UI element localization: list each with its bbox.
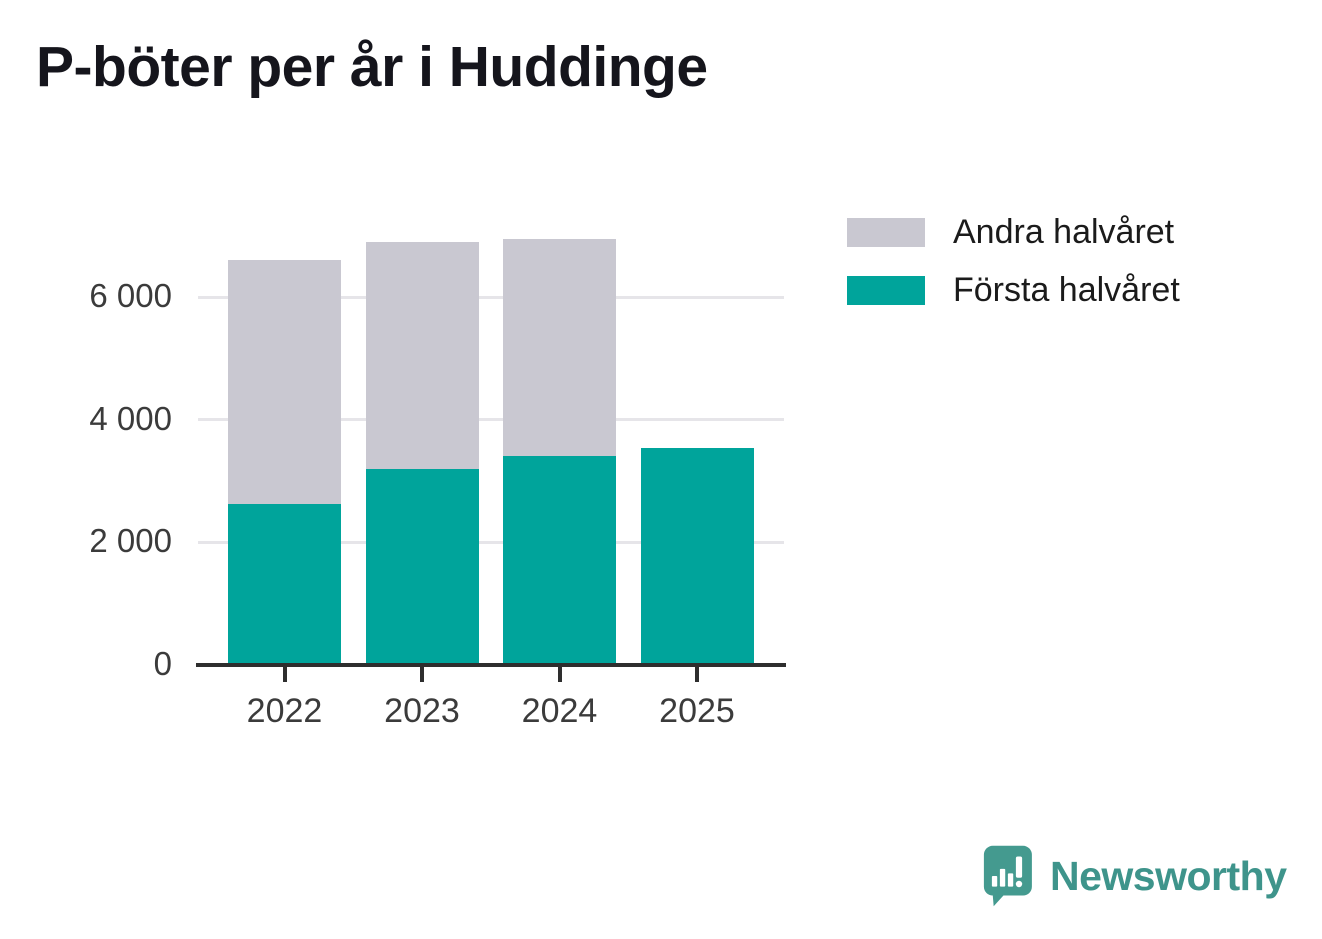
x-axis-line [196, 663, 786, 667]
bar-segment-2024 [503, 456, 616, 665]
bar-segment-2022 [228, 504, 341, 665]
x-axis-tick [557, 667, 562, 682]
y-tick-label: 0 [153, 645, 172, 683]
x-tick-label: 2022 [246, 692, 323, 730]
x-tick-label: 2025 [659, 692, 735, 730]
legend-label: Andra halvåret [953, 212, 1175, 251]
x-axis-tick [695, 667, 699, 682]
brand-name: Newsworthy [1050, 852, 1287, 899]
x-axis-tick [282, 667, 287, 682]
x-axis-tick [420, 667, 424, 682]
bar-segment-2024 [503, 238, 616, 457]
bar-segment-2023 [365, 468, 479, 665]
x-tick-label: 2023 [384, 692, 460, 730]
newsworthy-logo-icon [983, 845, 1032, 907]
gridline [198, 295, 784, 299]
gridline [198, 540, 784, 544]
legend-swatch-andra-halvaret [847, 217, 925, 247]
legend-swatch-forsta-halvaret [847, 275, 925, 305]
legend-item-forsta-halvaret: Första halvåret [847, 270, 1180, 309]
brand-footer: Newsworthy [980, 843, 1287, 909]
gridline [198, 418, 784, 422]
y-tick-label: 6 000 [89, 277, 172, 315]
bar-segment-2022 [228, 259, 341, 505]
bar-segment-2025 [640, 448, 754, 665]
page-title: P-böter per år i Huddinge [36, 35, 708, 99]
legend: Andra halvåret Första halvåret [847, 212, 1180, 331]
y-tick-label: 4 000 [89, 399, 172, 437]
bar-segment-2023 [365, 241, 479, 469]
legend-item-andra-halvaret: Andra halvåret [847, 212, 1180, 251]
x-tick-label: 2024 [521, 692, 598, 730]
y-tick-label: 2 000 [89, 522, 172, 560]
legend-label: Första halvåret [953, 270, 1180, 309]
